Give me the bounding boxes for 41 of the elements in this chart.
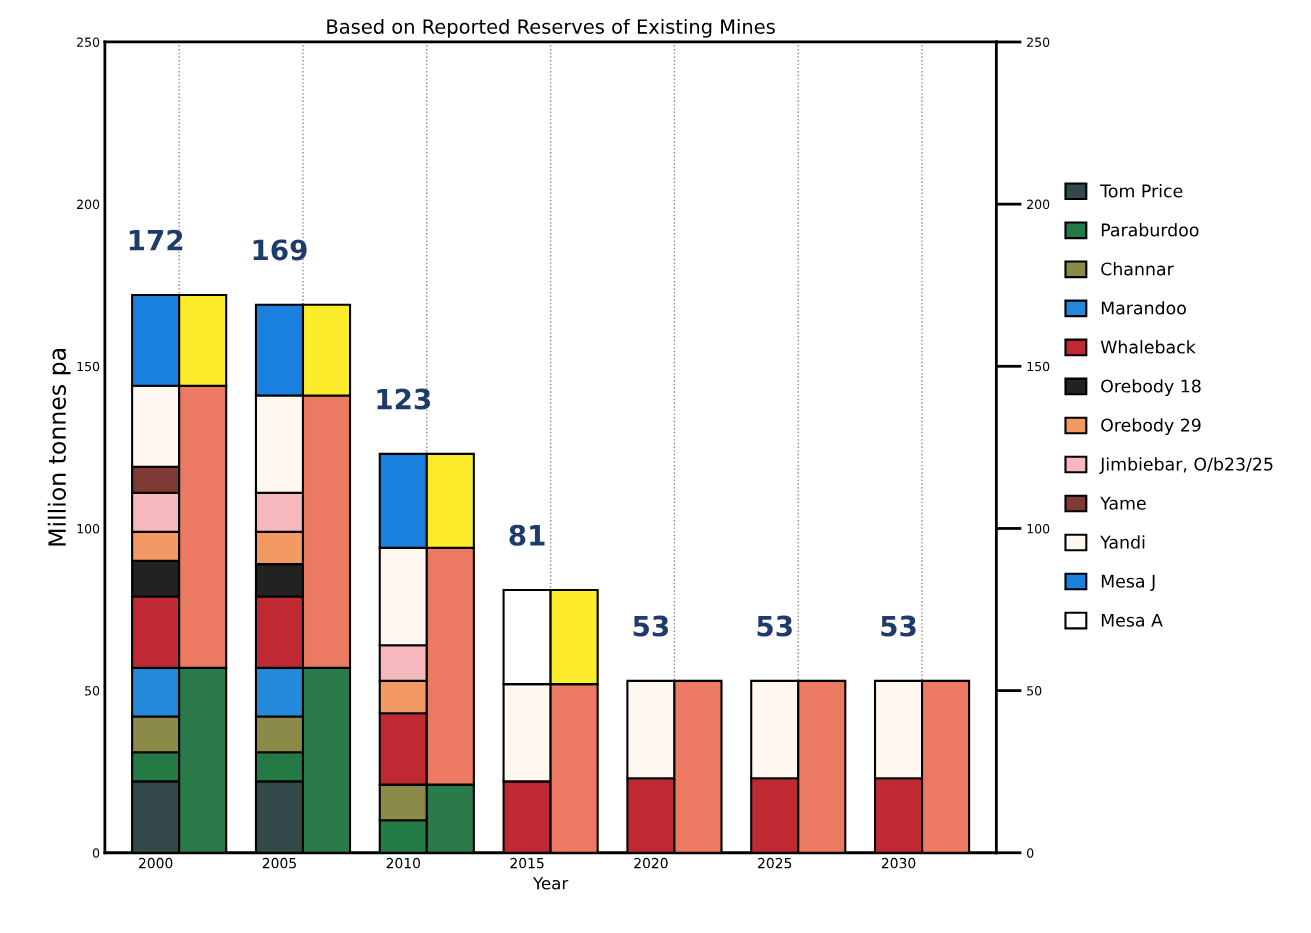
legend-label: Whaleback (1100, 340, 1196, 354)
legend-label: Paraburdoo (1101, 223, 1199, 237)
x-tick-label: 2010 (386, 857, 421, 869)
total-label: 169 (253, 239, 307, 261)
total-label: 81 (509, 524, 545, 546)
y-tick-label: 200 (77, 199, 100, 210)
total-label: 53 (633, 615, 669, 637)
y-axis-title: Million tonnes pa (47, 349, 71, 546)
total-label: 123 (377, 388, 431, 410)
legend-label: Tom Price (1100, 184, 1183, 198)
y-tick-label: 150 (77, 361, 100, 372)
y2-tick-label: 50 (1027, 686, 1042, 696)
legend-label: Jimbiebar, O/b23/25 (1099, 457, 1273, 474)
x-tick-label: 2000 (138, 857, 173, 869)
y2-tick-label: 250 (1027, 37, 1050, 47)
x-axis-title: Year (532, 877, 569, 890)
chart-title: Based on Reported Reserves of Existing Mines (327, 18, 775, 38)
y-tick-label: 250 (77, 37, 100, 47)
total-label: 53 (881, 615, 916, 637)
legend-label: Channar (1101, 262, 1174, 276)
x-tick-label: 2005 (262, 857, 296, 869)
legend-label: Orebody 18 (1101, 379, 1201, 396)
x-tick-label: 2030 (881, 857, 916, 869)
total-label: 53 (757, 615, 792, 637)
y-tick-label: 0 (92, 848, 100, 858)
x-tick-label: 2015 (510, 857, 544, 869)
legend-label: Yame (1100, 496, 1146, 510)
legend-label: Mesa J (1101, 574, 1155, 591)
y2-tick-label: 100 (1027, 523, 1050, 534)
legend-label: Yandi (1100, 535, 1145, 549)
y-tick-label: 50 (85, 686, 100, 696)
legend-label: Orebody 29 (1101, 418, 1201, 436)
y2-tick-label: 200 (1027, 199, 1050, 210)
total-label: 172 (129, 229, 183, 251)
y2-tick-label: 150 (1027, 361, 1050, 372)
x-tick-label: 2025 (758, 857, 792, 869)
y-tick-label: 100 (77, 523, 100, 534)
y2-tick-label: 0 (1027, 848, 1034, 858)
legend-label: Mesa A (1101, 613, 1163, 627)
legend-label: Marandoo (1101, 301, 1186, 315)
x-tick-label: 2020 (634, 857, 668, 869)
